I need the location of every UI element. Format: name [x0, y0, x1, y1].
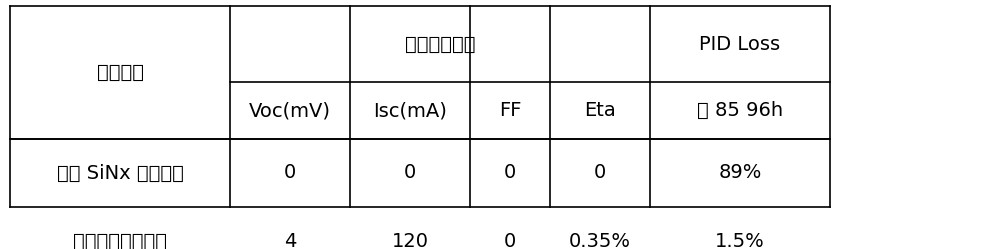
Text: 钝化减反射多层膜: 钝化减反射多层膜: [73, 232, 167, 249]
Text: 0: 0: [504, 232, 516, 249]
Text: 0: 0: [404, 164, 416, 183]
Text: 0: 0: [504, 164, 516, 183]
Text: 0: 0: [594, 164, 606, 183]
Text: 1.5%: 1.5%: [715, 232, 765, 249]
Text: 0.35%: 0.35%: [569, 232, 631, 249]
Text: Voc(mV): Voc(mV): [249, 101, 331, 120]
Text: 膜层工艺: 膜层工艺: [97, 63, 144, 82]
Text: FF: FF: [499, 101, 521, 120]
Text: 双 85 96h: 双 85 96h: [697, 101, 783, 120]
Text: PID Loss: PID Loss: [699, 35, 781, 54]
Text: 单层 SiNx 减反射膜: 单层 SiNx 减反射膜: [57, 164, 183, 183]
Text: 0: 0: [284, 164, 296, 183]
Text: 120: 120: [392, 232, 428, 249]
Text: 4: 4: [284, 232, 296, 249]
Text: 电池片电性能: 电池片电性能: [405, 35, 475, 54]
Text: Eta: Eta: [584, 101, 616, 120]
Text: Isc(mA): Isc(mA): [373, 101, 447, 120]
Text: 89%: 89%: [718, 164, 762, 183]
